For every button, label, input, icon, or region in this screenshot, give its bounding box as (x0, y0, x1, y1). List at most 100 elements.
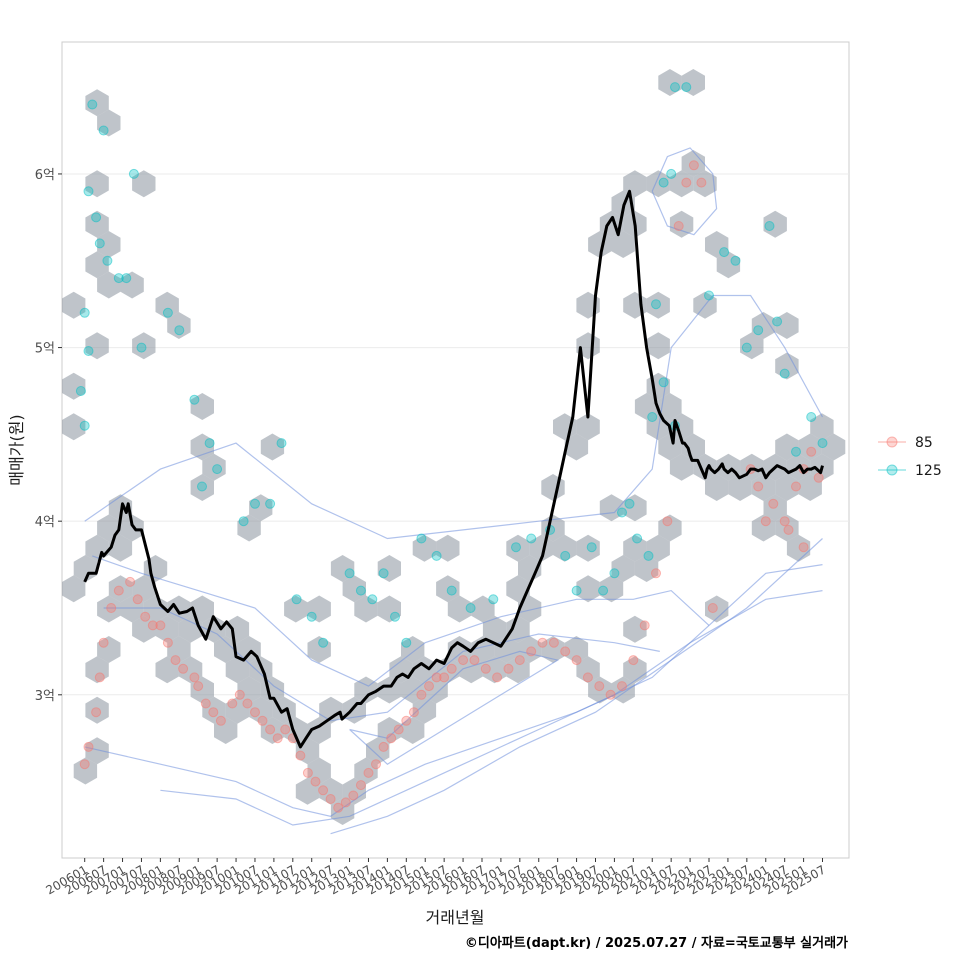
point-85-63 (605, 689, 616, 700)
point-85-79 (791, 481, 801, 492)
point-125-64 (772, 316, 783, 327)
hexbin-tile-111 (307, 636, 331, 663)
point-125-49 (643, 550, 654, 561)
hexbin-tile-67 (634, 555, 659, 582)
legend-125-swatch (886, 464, 898, 476)
point-85-50 (458, 655, 469, 666)
point-85-13 (170, 655, 181, 666)
point-85-2 (91, 707, 102, 718)
hexbin-tile-101 (190, 393, 214, 420)
hexbin-tile-261 (705, 474, 729, 501)
hexbin-tile-126 (553, 534, 577, 562)
point-125-61 (741, 342, 752, 353)
hexbin-tile-86 (97, 109, 121, 137)
hexbin-tile-132 (623, 494, 647, 522)
point-85-76 (760, 516, 771, 527)
hexbin-tile-147 (751, 312, 776, 339)
point-85-37 (355, 780, 366, 791)
point-85-33 (325, 794, 336, 804)
hexbin-tile-96 (85, 332, 109, 360)
hexbin-tile-69 (669, 210, 694, 238)
hexbin-tile-119 (436, 534, 460, 562)
point-125-31 (390, 611, 400, 622)
point-125-8 (136, 342, 147, 353)
point-85-16 (193, 681, 204, 692)
hexbin-tile-150 (775, 352, 799, 380)
point-85-71 (688, 160, 699, 171)
hexbin-tile-75 (751, 474, 776, 501)
point-125-29 (367, 594, 378, 605)
point-85-18 (208, 707, 219, 718)
hexbin-tile-54 (506, 656, 530, 684)
hexbin-tile-109 (284, 595, 308, 623)
hexbin-tile-40 (366, 737, 390, 765)
point-85-20 (227, 698, 238, 709)
hexbin-tile-112 (330, 555, 355, 582)
point-85-17 (200, 698, 211, 709)
hexbin-tile-32 (319, 777, 343, 805)
hexbin-tile-8 (120, 595, 144, 623)
y-tick-label-0: 3억 (35, 689, 55, 704)
point-125-30 (378, 568, 389, 579)
point-125-15 (174, 325, 185, 336)
point-85-75 (753, 481, 764, 492)
hexbin-tile-181 (225, 615, 250, 643)
point-85-53 (492, 672, 503, 683)
point-85-41 (386, 733, 397, 744)
y-tick-label-1: 4억 (35, 515, 55, 530)
point-85-84 (783, 524, 794, 535)
point-125-25 (306, 611, 317, 622)
point-85-66 (639, 620, 650, 631)
point-85-30 (302, 767, 313, 778)
point-85-62 (594, 681, 605, 692)
point-125-46 (617, 507, 627, 518)
contour-line-7 (349, 650, 560, 765)
point-125-47 (624, 498, 635, 509)
point-85-45 (416, 689, 427, 700)
hexbin-tile-113 (342, 575, 366, 603)
point-85-55 (514, 655, 525, 666)
hexbin-tile-239 (611, 231, 635, 258)
point-85-83 (798, 542, 809, 553)
point-85-43 (401, 715, 412, 726)
density-contours (84, 147, 824, 835)
hexbin-tile-148 (763, 210, 787, 238)
hexbin-tile-59 (564, 636, 589, 663)
hexbin-tile-3 (85, 656, 109, 684)
hexbin-tile-19 (214, 717, 238, 744)
point-85-70 (681, 177, 692, 188)
point-85-1 (83, 741, 94, 752)
hexbin-tile-50 (459, 656, 483, 684)
point-125-11 (83, 346, 94, 356)
point-85-34 (333, 802, 344, 813)
hexbin-tile-170 (132, 575, 156, 603)
point-85-38 (363, 767, 374, 778)
point-85-54 (503, 663, 514, 674)
hexbin-tile-60 (576, 656, 600, 684)
point-125-59 (719, 247, 730, 258)
hexbin-tile-231 (564, 433, 589, 461)
point-125-22 (265, 498, 276, 509)
point-125-2 (83, 186, 94, 197)
point-85-59 (560, 646, 571, 657)
point-125-28 (355, 585, 366, 596)
point-85-8 (132, 594, 143, 605)
point-125-7 (121, 273, 132, 284)
point-85-73 (707, 603, 718, 613)
hexbin-tile-72 (693, 170, 717, 198)
legend-85-swatch (886, 436, 898, 448)
hexbin-tile-155 (73, 555, 98, 582)
point-85-7 (125, 576, 136, 587)
point-85-12 (162, 637, 173, 648)
hexbin-tile-14 (178, 656, 203, 684)
hexbin-tile-98 (62, 413, 86, 441)
point-85-31 (310, 776, 321, 787)
hexbin-tile-246 (634, 393, 659, 420)
point-85-48 (439, 672, 450, 683)
hexbin-tile-115 (377, 555, 401, 582)
point-125-27 (344, 568, 355, 579)
hexbin-tile-142 (681, 69, 705, 96)
hexbin-tile-131 (599, 494, 624, 522)
y-axis-title: 매매가(원) (7, 414, 26, 485)
point-85-57 (537, 637, 548, 648)
